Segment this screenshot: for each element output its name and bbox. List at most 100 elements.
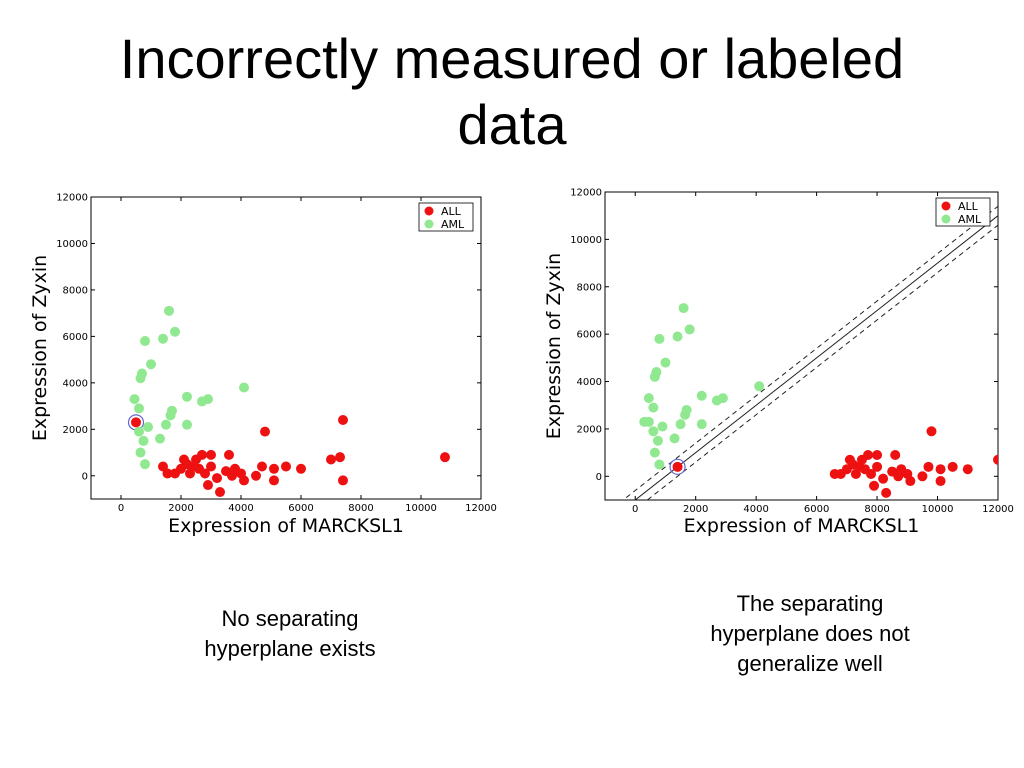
plot-frame <box>604 191 999 501</box>
data-point-aml <box>239 382 249 393</box>
data-point-aml <box>672 331 683 342</box>
x-tick-label: 10000 <box>922 504 954 515</box>
x-tick-label: 12000 <box>982 504 1014 515</box>
data-point-aml <box>717 393 728 404</box>
data-point-aml <box>129 394 140 405</box>
y-tick-label: 0 <box>596 472 602 483</box>
legend-marker-all <box>941 201 951 211</box>
data-point-all <box>338 475 348 486</box>
x-tick-label: 6000 <box>288 503 313 514</box>
y-tick-label: 6000 <box>577 330 602 341</box>
data-point-all <box>212 473 222 484</box>
plot-frame <box>90 196 482 500</box>
data-point-all <box>881 487 892 498</box>
data-point-all <box>926 426 937 437</box>
y-tick-label: 12000 <box>570 188 602 199</box>
data-point-all <box>251 470 261 481</box>
y-tick-label: 8000 <box>577 282 602 293</box>
data-point-aml <box>648 402 659 413</box>
data-point-all <box>162 468 173 479</box>
x-axis-label: Expression of MARCKSL1 <box>168 515 404 537</box>
legend-label-aml: AML <box>958 213 982 226</box>
data-point-aml <box>140 459 150 470</box>
data-point-aml <box>652 435 663 446</box>
data-point-aml <box>203 394 213 405</box>
y-tick-label: 4000 <box>63 378 88 389</box>
data-point-all <box>269 463 279 474</box>
x-tick-label: 2000 <box>168 503 193 514</box>
data-point-all <box>935 464 946 475</box>
data-point-all <box>890 449 901 460</box>
data-point-all <box>863 449 874 460</box>
data-point-all <box>866 468 877 479</box>
data-point-aml <box>137 368 147 379</box>
data-point-aml <box>140 336 150 347</box>
slide-title: Incorrectly measured or labeled data <box>119 27 905 156</box>
y-tick-label: 6000 <box>63 332 88 343</box>
data-point-aml <box>146 359 156 370</box>
data-point-all <box>335 452 345 463</box>
data-point-aml <box>138 435 149 446</box>
data-point-aml <box>161 419 171 430</box>
plot-area <box>622 205 998 500</box>
legend-marker-aml <box>424 219 434 229</box>
data-point-aml <box>678 303 689 314</box>
data-point-aml <box>669 433 680 444</box>
data-point-all <box>257 461 267 472</box>
data-point-aml <box>155 433 165 444</box>
legend-label-all: ALL <box>958 200 979 213</box>
data-point-all <box>239 475 249 486</box>
data-point-all <box>905 476 916 487</box>
data-point-all <box>260 426 270 437</box>
y-axis-label: Expression of Zyxin <box>29 255 51 441</box>
y-tick-label: 10000 <box>56 239 88 250</box>
data-point-aml <box>134 426 144 437</box>
data-point-all <box>672 461 683 472</box>
data-point-all <box>197 449 207 460</box>
legend-marker-aml <box>941 214 951 224</box>
y-tick-label: 0 <box>82 471 88 482</box>
data-point-aml <box>660 357 671 368</box>
data-point-all <box>296 463 306 474</box>
x-tick-label: 6000 <box>804 504 829 515</box>
data-point-aml <box>654 333 665 344</box>
data-point-all <box>269 475 279 486</box>
data-point-aml <box>657 421 668 432</box>
data-point-all <box>215 487 225 498</box>
y-tick-label: 10000 <box>570 235 602 246</box>
x-tick-label: 0 <box>632 504 638 515</box>
data-point-aml <box>684 324 695 335</box>
data-point-all <box>338 415 348 426</box>
data-point-all <box>878 473 889 484</box>
data-point-all <box>935 476 946 487</box>
data-point-aml <box>696 390 707 401</box>
x-tick-label: 2000 <box>683 504 708 515</box>
legend-label-all: ALL <box>441 205 462 218</box>
data-point-aml <box>643 416 654 427</box>
data-point-all <box>326 454 336 465</box>
x-axis-label: Expression of MARCKSL1 <box>684 515 920 537</box>
data-point-all <box>200 468 210 479</box>
data-point-all <box>923 461 934 472</box>
data-point-aml <box>649 447 660 458</box>
data-point-all <box>131 417 141 428</box>
data-point-aml <box>134 403 144 414</box>
y-tick-label: 4000 <box>577 377 602 388</box>
data-point-aml <box>158 333 168 344</box>
data-point-aml <box>654 459 665 470</box>
x-tick-label: 8000 <box>864 504 889 515</box>
x-tick-label: 0 <box>118 503 124 514</box>
y-axis-label: Expression of Zyxin <box>543 253 565 439</box>
hyperplane-line <box>634 215 998 500</box>
data-point-aml <box>643 393 654 404</box>
caption-left: No separating hyperplane exists <box>204 606 376 661</box>
data-point-all <box>440 452 450 463</box>
highlight-ring <box>669 458 686 475</box>
data-point-all <box>917 471 928 482</box>
y-tick-label: 2000 <box>63 425 88 436</box>
y-tick-label: 12000 <box>56 193 88 204</box>
data-point-aml <box>681 404 692 415</box>
data-point-aml <box>675 419 686 430</box>
